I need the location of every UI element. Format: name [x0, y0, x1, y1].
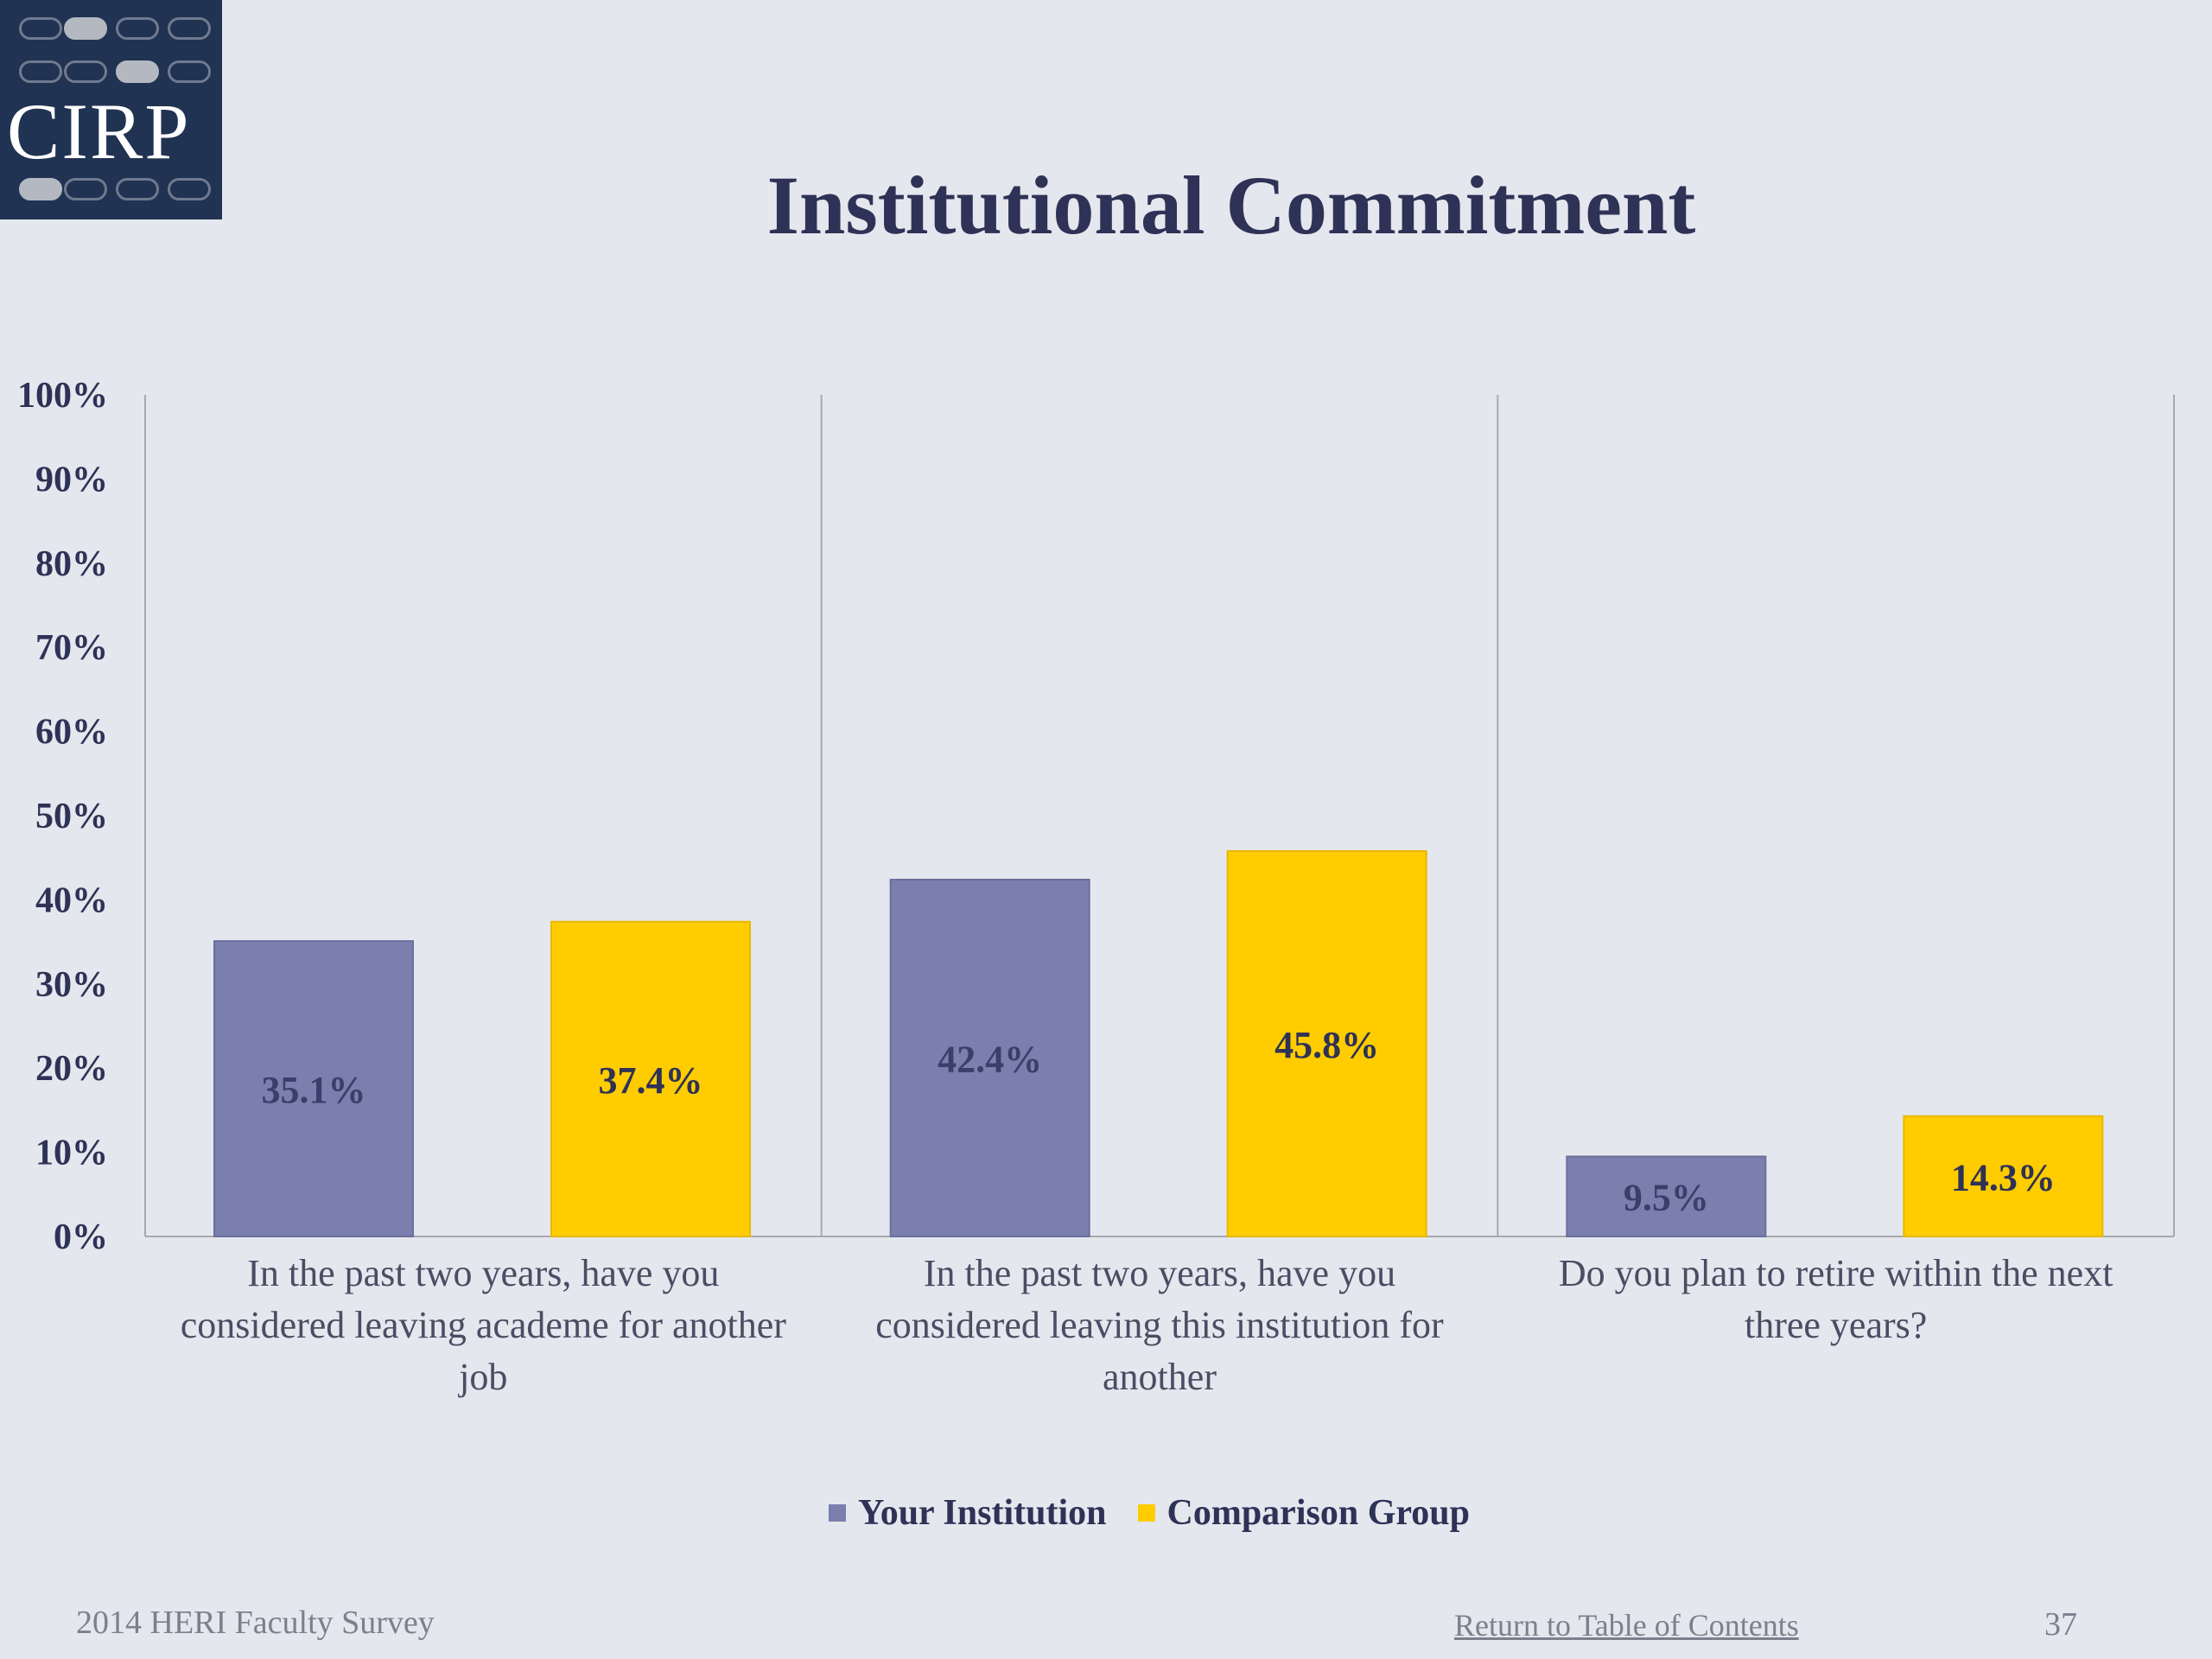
y-tick-label: 20%: [35, 1049, 108, 1089]
bar-data-label: 45.8%: [1274, 1024, 1379, 1066]
category-label: In the past two years, have you: [247, 1252, 719, 1294]
bar: [213, 940, 414, 1237]
bar-data-label: 37.4%: [599, 1059, 703, 1102]
legend-swatch: [1137, 1504, 1155, 1522]
category-label: In the past two years, have you: [924, 1252, 1395, 1294]
category-label: Do you plan to retire within the next: [1559, 1252, 2113, 1294]
legend-swatch: [829, 1504, 847, 1522]
logo-pill: [19, 17, 62, 40]
bar-data-label: 42.4%: [938, 1039, 1042, 1081]
logo-pill: [64, 17, 107, 40]
category-label: another: [1103, 1356, 1217, 1398]
logo-pill: [64, 178, 107, 200]
bar: [1566, 1155, 1767, 1237]
y-tick-label: 100%: [17, 376, 108, 416]
logo-pill: [168, 60, 211, 83]
y-tick-label: 10%: [35, 1134, 108, 1173]
legend-label: Comparison Group: [1166, 1493, 1470, 1533]
bar: [1903, 1115, 2104, 1238]
y-tick-label: 40%: [35, 880, 108, 920]
y-tick-label: 80%: [35, 544, 108, 584]
y-tick-label: 0%: [54, 1217, 108, 1257]
category-label: considered leaving academe for another: [181, 1304, 787, 1346]
logo-pill: [19, 60, 62, 83]
y-tick-label: 70%: [35, 628, 108, 668]
logo-pill: [19, 178, 62, 200]
bar: [550, 920, 751, 1237]
bar: [1226, 849, 1427, 1238]
bar-data-label: 14.3%: [1951, 1156, 2056, 1198]
y-tick-label: 30%: [35, 965, 108, 1005]
footer-source: 2014 HERI Faculty Survey: [76, 1605, 435, 1641]
y-tick-label: 90%: [35, 460, 108, 499]
y-tick-label: 60%: [35, 713, 108, 753]
logo-pill: [116, 17, 159, 40]
logo-pill: [116, 178, 159, 200]
bar-data-label: 35.1%: [262, 1069, 366, 1111]
bar-data-label: 9.5%: [1624, 1177, 1709, 1219]
cirp-logo: CIRP: [0, 0, 222, 219]
page-number: 37: [2044, 1606, 2077, 1643]
category-label: three years?: [1745, 1304, 1927, 1346]
logo-pill: [168, 17, 211, 40]
logo-text: CIRP: [7, 87, 191, 175]
bar: [889, 879, 1090, 1237]
category-label: considered leaving this institution for: [875, 1304, 1444, 1346]
return-to-toc-link[interactable]: Return to Table of Contents: [1454, 1608, 1799, 1643]
y-tick-label: 50%: [35, 797, 108, 836]
chart-legend: Your Institution Comparison Group: [0, 1492, 2212, 1534]
logo-pill: [116, 60, 159, 83]
logo-pill: [64, 60, 107, 83]
category-label: job: [457, 1356, 507, 1398]
legend-item-comparison-group: Comparison Group: [1137, 1492, 1470, 1534]
legend-label: Your Institution: [858, 1493, 1107, 1533]
chart-title: Institutional Commitment: [766, 159, 1696, 251]
logo-pill: [168, 178, 211, 200]
legend-item-your-institution: Your Institution: [829, 1492, 1107, 1534]
